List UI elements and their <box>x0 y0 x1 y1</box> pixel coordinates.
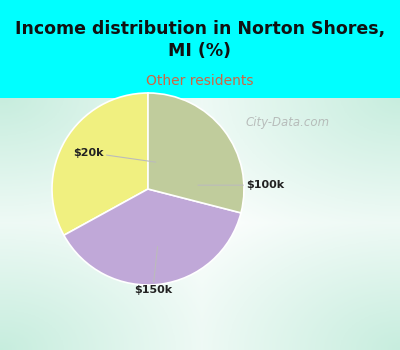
Text: $100k: $100k <box>198 180 284 190</box>
Wedge shape <box>64 189 241 285</box>
Text: $150k: $150k <box>134 247 172 295</box>
Text: City-Data.com: City-Data.com <box>246 116 330 129</box>
Text: $20k: $20k <box>73 147 156 162</box>
Text: Other residents: Other residents <box>146 74 254 88</box>
Text: Income distribution in Norton Shores,
MI (%): Income distribution in Norton Shores, MI… <box>15 20 385 60</box>
Wedge shape <box>52 93 148 235</box>
Wedge shape <box>148 93 244 213</box>
